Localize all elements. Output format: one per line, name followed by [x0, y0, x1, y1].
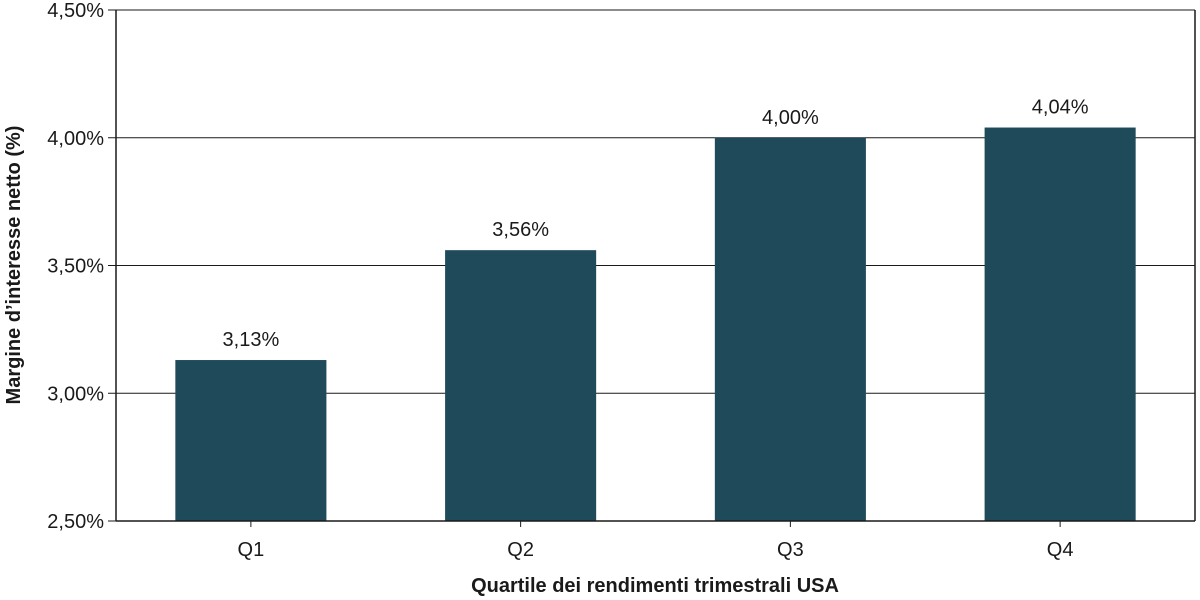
bar-q1 — [175, 360, 327, 521]
x-tick-label: Q3 — [777, 539, 804, 561]
bars — [175, 127, 1136, 522]
data-label-q1: 3,13% — [223, 329, 280, 351]
bar-q4 — [984, 127, 1136, 521]
bar-q2 — [445, 250, 597, 522]
data-label-q3: 4,00% — [762, 107, 819, 129]
labels: 2,50% 3,00% 3,50% 4,00% 4,50% 3,13% Q1 3,56% Q2 4… — [47, 0, 1088, 561]
y-tick-label: 4,50% — [47, 0, 104, 22]
plot-frame — [115, 10, 1196, 522]
data-label-q4: 4,04% — [1032, 97, 1089, 119]
data-label-q2: 3,56% — [492, 219, 549, 241]
y-axis-title: Margine d’interesse netto (%) — [3, 126, 25, 405]
y-tick-label: 3,00% — [47, 383, 104, 405]
y-tick-label: 3,50% — [47, 256, 104, 278]
y-tick-label: 4,00% — [47, 128, 104, 150]
x-tick-label: Q4 — [1047, 539, 1074, 561]
y-tick-label: 2,50% — [47, 511, 104, 533]
x-axis-title: Quartile dei rendimenti trimestrali USA — [471, 575, 839, 597]
x-tick-label: Q1 — [238, 539, 265, 561]
bar-q3 — [714, 137, 866, 521]
x-tick-label: Q2 — [507, 539, 534, 561]
